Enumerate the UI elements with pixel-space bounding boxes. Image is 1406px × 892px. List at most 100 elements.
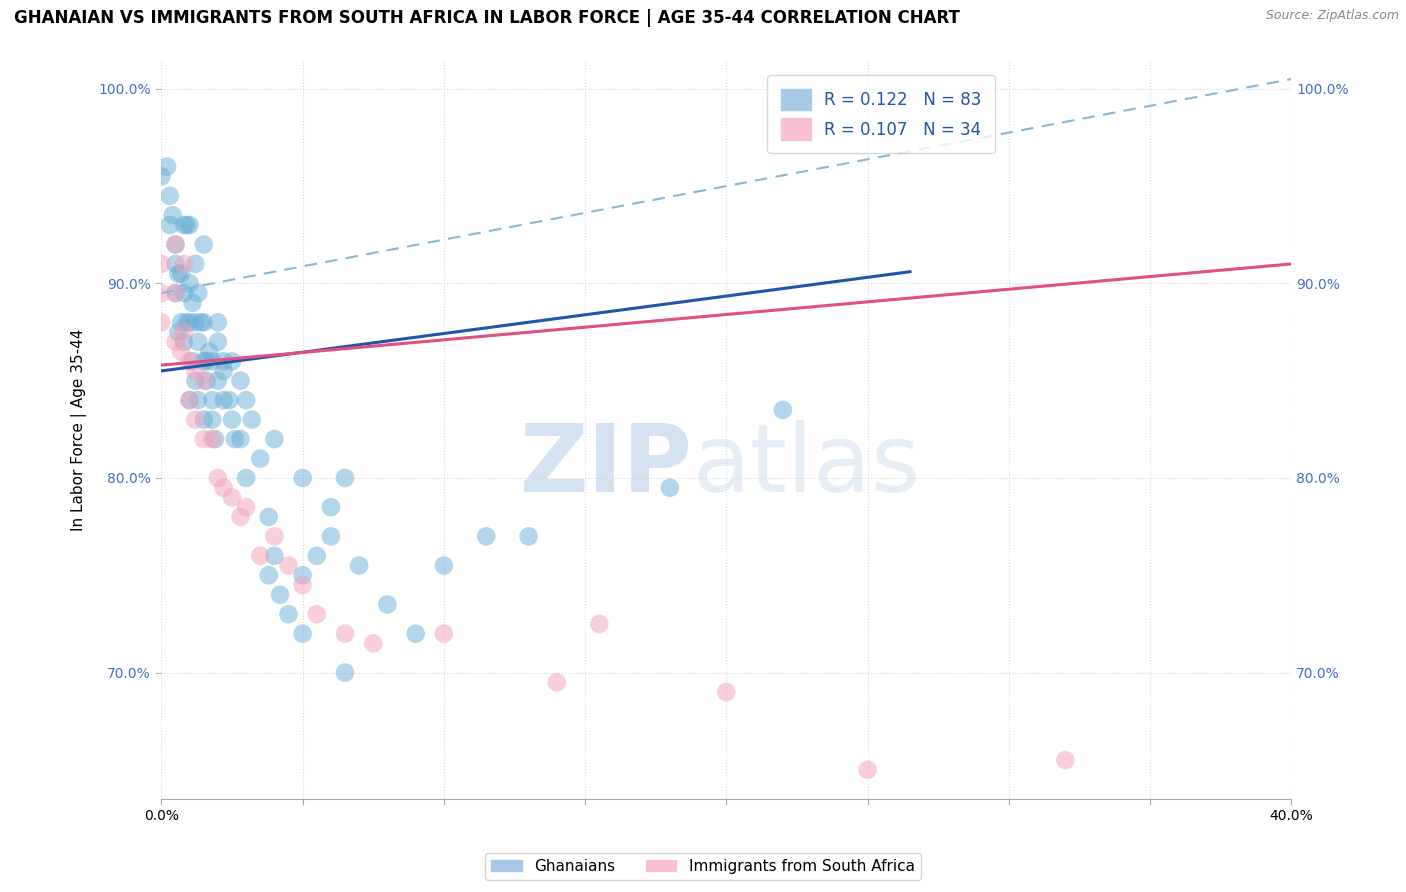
Point xyxy=(201,354,224,368)
Point xyxy=(195,354,218,368)
Point xyxy=(229,509,252,524)
Point xyxy=(207,471,229,485)
Point xyxy=(170,315,193,329)
Point xyxy=(263,529,285,543)
Point xyxy=(235,471,257,485)
Point xyxy=(193,432,215,446)
Point xyxy=(201,412,224,426)
Point xyxy=(181,354,204,368)
Point xyxy=(179,354,201,368)
Point xyxy=(546,675,568,690)
Point xyxy=(235,393,257,408)
Point xyxy=(165,286,187,301)
Point xyxy=(201,432,224,446)
Point xyxy=(433,558,456,573)
Point xyxy=(184,412,207,426)
Legend: R = 0.122   N = 83, R = 0.107   N = 34: R = 0.122 N = 83, R = 0.107 N = 34 xyxy=(768,75,995,153)
Point xyxy=(433,626,456,640)
Point xyxy=(184,257,207,271)
Point xyxy=(179,393,201,408)
Point xyxy=(235,500,257,515)
Point xyxy=(221,354,243,368)
Point xyxy=(305,607,328,622)
Point xyxy=(165,237,187,252)
Point xyxy=(229,432,252,446)
Point xyxy=(229,374,252,388)
Point xyxy=(221,412,243,426)
Point xyxy=(162,208,184,222)
Point xyxy=(319,500,342,515)
Point xyxy=(212,364,235,378)
Point xyxy=(291,578,314,592)
Point xyxy=(517,529,540,543)
Point xyxy=(277,558,299,573)
Point xyxy=(319,529,342,543)
Point xyxy=(207,334,229,349)
Point xyxy=(173,286,195,301)
Point xyxy=(195,374,218,388)
Point xyxy=(221,491,243,505)
Point xyxy=(212,354,235,368)
Point xyxy=(257,568,280,582)
Point xyxy=(201,393,224,408)
Point xyxy=(193,315,215,329)
Point xyxy=(291,471,314,485)
Point xyxy=(190,315,212,329)
Point xyxy=(588,616,610,631)
Point xyxy=(224,432,246,446)
Text: ZIP: ZIP xyxy=(520,420,693,512)
Point xyxy=(1054,753,1077,767)
Point xyxy=(193,412,215,426)
Point xyxy=(856,763,879,777)
Point xyxy=(263,432,285,446)
Point xyxy=(181,296,204,310)
Point xyxy=(170,267,193,281)
Point xyxy=(249,549,271,563)
Point xyxy=(173,334,195,349)
Point xyxy=(165,334,187,349)
Point xyxy=(173,257,195,271)
Point xyxy=(207,315,229,329)
Point xyxy=(170,344,193,359)
Point xyxy=(150,315,173,329)
Point xyxy=(159,189,181,203)
Point xyxy=(333,626,356,640)
Point xyxy=(179,277,201,291)
Point xyxy=(291,626,314,640)
Point xyxy=(193,237,215,252)
Point xyxy=(361,636,384,650)
Point xyxy=(249,451,271,466)
Point xyxy=(207,374,229,388)
Point xyxy=(269,588,291,602)
Point xyxy=(212,393,235,408)
Point xyxy=(176,218,198,232)
Point xyxy=(193,354,215,368)
Point xyxy=(159,218,181,232)
Point xyxy=(347,558,370,573)
Point xyxy=(263,549,285,563)
Point xyxy=(187,393,209,408)
Point xyxy=(179,393,201,408)
Point xyxy=(179,218,201,232)
Point xyxy=(333,471,356,485)
Point xyxy=(150,169,173,184)
Point xyxy=(218,393,240,408)
Point xyxy=(184,374,207,388)
Point xyxy=(475,529,498,543)
Point xyxy=(716,685,738,699)
Point xyxy=(658,481,681,495)
Point xyxy=(156,160,179,174)
Point xyxy=(377,598,399,612)
Text: Source: ZipAtlas.com: Source: ZipAtlas.com xyxy=(1265,9,1399,22)
Point xyxy=(167,267,190,281)
Point xyxy=(187,334,209,349)
Y-axis label: In Labor Force | Age 35-44: In Labor Force | Age 35-44 xyxy=(72,328,87,531)
Point xyxy=(165,286,187,301)
Point xyxy=(165,237,187,252)
Point xyxy=(772,402,794,417)
Point xyxy=(405,626,427,640)
Point xyxy=(173,218,195,232)
Point xyxy=(165,257,187,271)
Point xyxy=(150,286,173,301)
Point xyxy=(179,315,201,329)
